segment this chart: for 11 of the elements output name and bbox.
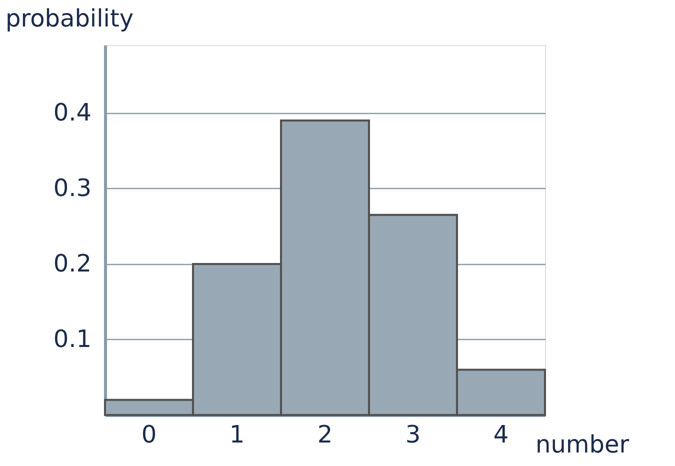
x-tick-label: 3 [405, 420, 421, 448]
x-axis-title: number [536, 430, 630, 458]
y-axis-title: probability [6, 4, 134, 32]
x-tick-label: 2 [317, 420, 333, 448]
x-tick-label: 0 [141, 420, 157, 448]
y-tick-label: 0.4 [53, 98, 92, 126]
y-tick-label: 0.3 [53, 174, 92, 202]
y-tick-label: 0.2 [53, 249, 92, 278]
x-tick-label: 4 [493, 420, 509, 448]
y-tick-label: 0.1 [53, 324, 92, 353]
x-tick-label: 1 [229, 420, 245, 448]
